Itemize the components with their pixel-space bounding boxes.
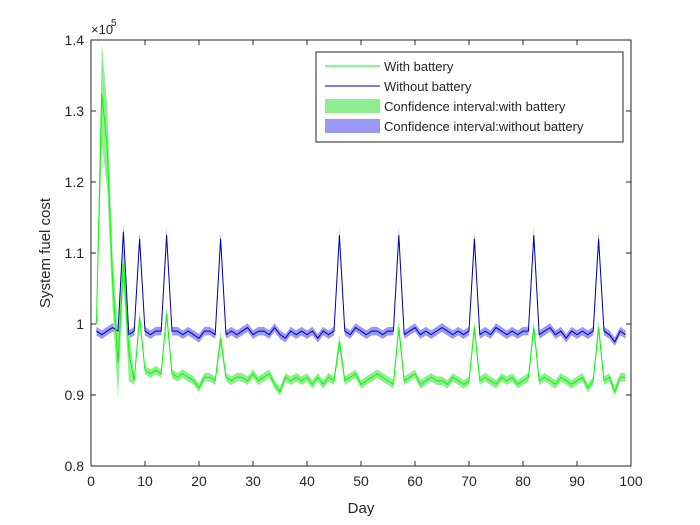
x-tick-label: 60	[407, 473, 423, 489]
y-tick-label: 1	[76, 316, 84, 332]
legend-label: Confidence interval:with battery	[384, 99, 566, 114]
y-tick-label: 1.2	[65, 174, 85, 190]
y-tick-label: 1.4	[65, 32, 85, 48]
x-tick-label: 100	[619, 473, 643, 489]
series-line-with-battery	[95, 93, 626, 393]
axes: 0 10 20 30 40 50 60 70 80 90 100 0.8 0.9 1 1.1 1.2 1.3 1.…	[37, 18, 643, 517]
x-tick-label: 40	[299, 473, 315, 489]
x-tick-label: 90	[569, 473, 585, 489]
y-axis-label: System fuel cost	[37, 197, 54, 308]
y-tick-label: 0.8	[65, 458, 85, 474]
y-multiplier-label: ×10	[91, 22, 113, 37]
x-tick-label: 70	[461, 473, 477, 489]
legend-label: Without battery	[384, 79, 472, 94]
legend-swatch-band	[325, 119, 380, 133]
x-tick-label: 30	[245, 473, 261, 489]
y-tick-label: 0.9	[65, 387, 85, 403]
legend-swatch-band	[325, 99, 380, 113]
x-axis-label: Day	[348, 500, 375, 517]
legend: With battery Without battery Confidence in…	[315, 51, 624, 143]
legend-label: With battery	[384, 59, 454, 74]
x-tick-label: 20	[191, 473, 207, 489]
x-tick-label: 50	[353, 473, 369, 489]
y-tick-label: 1.1	[65, 245, 85, 261]
legend-label: Confidence interval:without battery	[384, 119, 584, 134]
series-line-without-battery	[96, 231, 626, 343]
x-tick-label: 80	[515, 473, 531, 489]
y-multiplier-exponent: 5	[111, 18, 117, 29]
y-tick-label: 1.3	[65, 103, 85, 119]
x-tick-label: 10	[137, 473, 153, 489]
x-tick-label: 0	[87, 473, 95, 489]
